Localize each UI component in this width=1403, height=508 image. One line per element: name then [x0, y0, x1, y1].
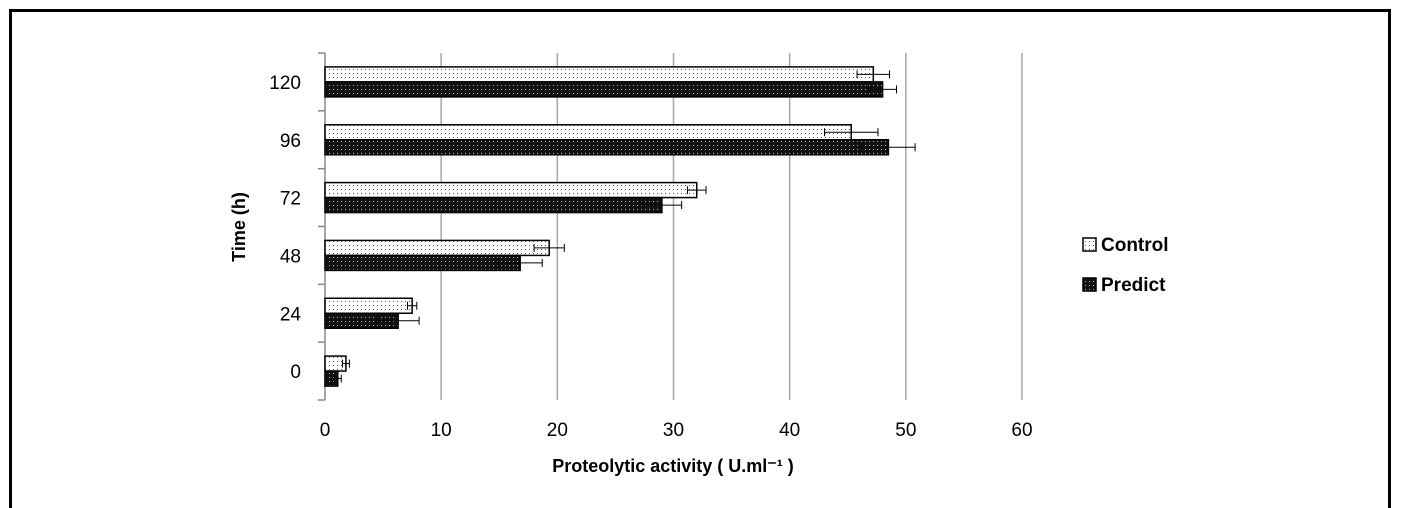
bar-control: [324, 297, 413, 314]
bar-control: [324, 239, 550, 257]
bar-control: [324, 124, 852, 141]
x-tick-label: 10: [431, 420, 452, 441]
x-axis-title: Proteolytic activity ( U.ml⁻¹ ): [552, 456, 794, 476]
y-tick-label: 72: [280, 189, 301, 210]
y-tick-label: 0: [290, 362, 301, 383]
legend-label-control: Control: [1101, 235, 1169, 256]
axes: [318, 52, 326, 401]
legend: Control Predict: [1082, 235, 1169, 296]
bar-predict: [324, 139, 890, 156]
y-tick-label: 48: [280, 246, 301, 267]
bar-predict: [324, 254, 521, 272]
y-tick-label: 96: [280, 131, 301, 152]
tick-labels: 0 10 20 30 40 50 60 0 24 48 72 96 120: [269, 73, 1032, 441]
x-tick-label: 20: [547, 420, 568, 441]
x-tick-label: 40: [779, 420, 800, 441]
bar-predict: [324, 81, 884, 98]
error-bars: [333, 70, 916, 383]
x-tick-label: 50: [895, 420, 916, 441]
bar-control: [324, 181, 698, 199]
x-tick-label: 0: [320, 420, 331, 441]
y-tick-label: 120: [269, 73, 301, 94]
legend-swatch-predict: [1082, 277, 1097, 292]
bars: [324, 66, 890, 387]
bar-control: [324, 66, 875, 83]
y-tick-label: 24: [280, 304, 302, 325]
legend-label-predict: Predict: [1101, 275, 1166, 296]
y-axis-title: Time (h): [229, 192, 249, 262]
gridlines: [440, 53, 1023, 400]
x-tick-label: 30: [663, 420, 684, 441]
legend-swatch-control: [1082, 237, 1097, 252]
bar-predict: [324, 196, 663, 214]
x-tick-label: 60: [1011, 420, 1032, 441]
